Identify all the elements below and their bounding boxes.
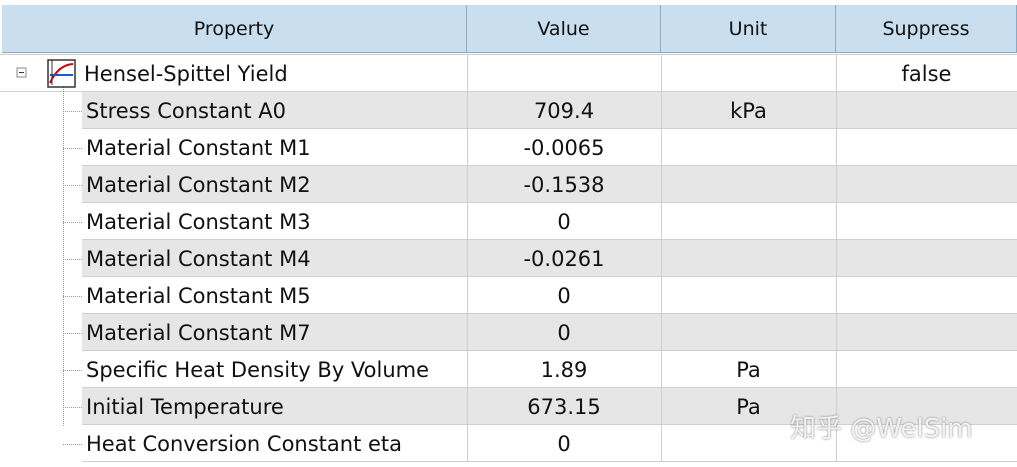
tree-branch: [63, 406, 82, 408]
row-line: [82, 461, 1017, 462]
tree-line: [63, 87, 64, 426]
value: -0.0065: [523, 135, 605, 160]
value: 1.89: [540, 357, 588, 382]
value: -0.0261: [523, 246, 605, 271]
row-line: [82, 239, 1017, 240]
tree-branch: [63, 332, 82, 334]
property: Material Constant M1: [86, 135, 311, 160]
row-line: [82, 387, 1017, 388]
row-shade: [82, 240, 1017, 277]
watermark: 知乎 @WelSim: [790, 414, 973, 444]
property: Heat Conversion Constant eta: [86, 431, 403, 456]
property: Material Constant M5: [86, 283, 311, 308]
parent-property: Hensel-Spittel Yield: [84, 61, 288, 86]
unit: Pa: [736, 394, 761, 419]
property: Stress Constant A0: [86, 98, 287, 123]
tree-branch: [63, 110, 82, 112]
row-line: [82, 128, 1017, 129]
header-cell: Property: [2, 5, 467, 53]
unit: Pa: [736, 357, 761, 382]
row-line: [82, 202, 1017, 203]
tree-branch: [63, 258, 82, 260]
property: Material Constant M2: [86, 172, 311, 197]
value: 0: [557, 320, 571, 345]
row-shade: [82, 166, 1017, 203]
row-shade: [82, 92, 1017, 129]
col-line: [467, 55, 468, 462]
col-line: [836, 55, 837, 462]
tree-branch: [63, 221, 82, 223]
row-line: [82, 313, 1017, 314]
col-line: [661, 55, 662, 462]
row-line: [0, 54, 1017, 55]
property: Material Constant M3: [86, 209, 311, 234]
row-line: [82, 165, 1017, 166]
value: 0: [557, 431, 571, 456]
top-edge: [0, 0, 1017, 5]
value: 709.4: [533, 98, 595, 123]
tree-icons: [16, 59, 76, 88]
row-shade: [82, 314, 1017, 351]
row-line: [82, 424, 1017, 425]
parent-suppress: false: [901, 61, 952, 86]
value: 0: [557, 209, 571, 234]
tree-branch: [63, 147, 82, 149]
property: Specific Heat Density By Volume: [86, 357, 430, 382]
property: Material Constant M4: [86, 246, 311, 271]
row-line: [82, 276, 1017, 277]
tree-branch: [63, 295, 82, 297]
unit: kPa: [730, 98, 767, 123]
value: 0: [557, 283, 571, 308]
row-line: [82, 350, 1017, 351]
tree-branch: [63, 184, 82, 186]
header-cell: Unit: [661, 5, 836, 53]
header-cell: Value: [467, 5, 661, 53]
property: Material Constant M7: [86, 320, 311, 345]
value: 673.15: [527, 394, 601, 419]
tree-branch: [63, 369, 82, 371]
row-shade: [82, 388, 1017, 425]
property: Initial Temperature: [86, 394, 284, 419]
header-cell: Suppress: [836, 5, 1017, 53]
tree-branch: [63, 443, 82, 445]
value: -0.1538: [523, 172, 605, 197]
row-line: [0, 91, 1017, 92]
